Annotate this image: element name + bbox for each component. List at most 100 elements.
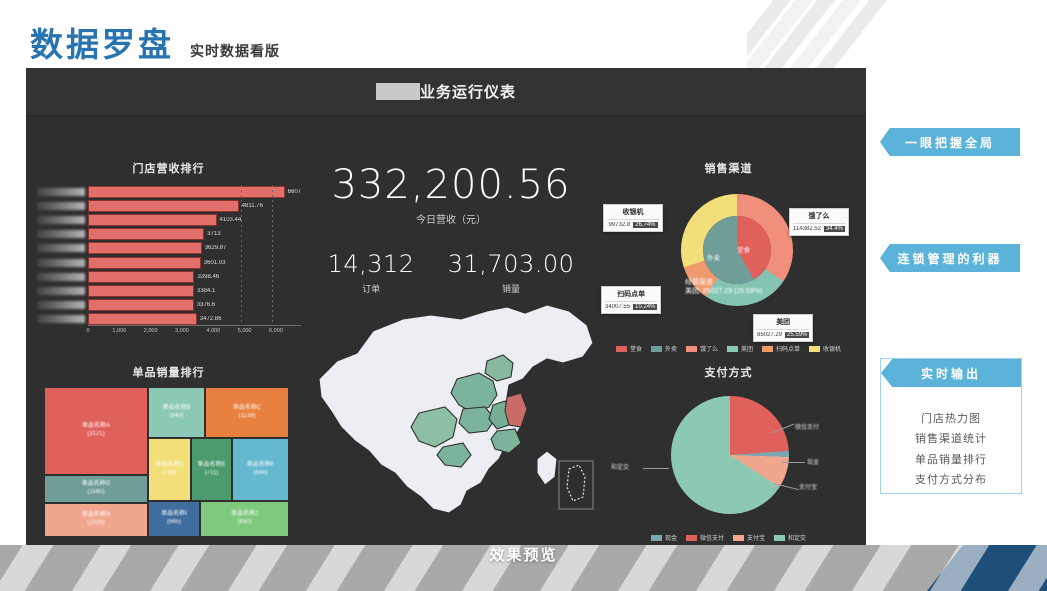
bar-fill[interactable] xyxy=(88,228,205,241)
legend-item[interactable]: 微信支付 xyxy=(685,533,724,542)
bar-chart-title: 门店营收排行 xyxy=(132,163,205,175)
page-header: 数据罗盘 实时数据看版 xyxy=(30,18,280,66)
bar-row[interactable]: 3376.6 xyxy=(37,299,301,312)
tooltip-value: 114382.52 xyxy=(793,226,821,232)
tooltip-value: 85027.29 xyxy=(757,332,783,338)
footer-caption: 效果预览 xyxy=(489,547,558,564)
page-subtitle: 实时数据看版 xyxy=(190,43,280,59)
treemap-tile[interactable]: 单品名称D (785) xyxy=(148,438,191,501)
treemap-tile[interactable]: 单品名称H (1029) xyxy=(44,503,148,537)
treemap-tile-value: (1139) xyxy=(238,412,256,419)
bar-fill[interactable] xyxy=(88,284,194,297)
bar-row[interactable]: 3629.87 xyxy=(37,242,301,255)
legend-item[interactable]: 扫码点单 xyxy=(762,344,800,353)
bar-axis-tick: 2,000 xyxy=(143,328,158,334)
bar-x-axis: 0 1,000 2,000 3,000 4,000 5,000 6,000 xyxy=(86,325,301,340)
donut-tooltip-shouyinji[interactable]: 收银机 99732.8 26.74% xyxy=(603,204,663,232)
treemap-tile[interactable]: 单品名称C (1139) xyxy=(205,387,289,438)
output-list-item[interactable]: 门店热力图 xyxy=(921,413,981,425)
legend-item[interactable]: 支付宝 xyxy=(733,533,765,542)
treemap-tile[interactable]: 单品名称B (943) xyxy=(148,387,205,438)
bar-fill[interactable] xyxy=(88,256,201,269)
dashboard-title: 业务运行仪表 xyxy=(419,84,516,101)
donut-annotation-line1: 经营渠道 xyxy=(685,279,713,286)
bar-fill[interactable] xyxy=(88,242,202,255)
legend-item[interactable]: 堂食 xyxy=(615,344,642,353)
pie-legend: 现金 微信支付 支付宝 和定交 xyxy=(601,533,856,542)
bar-value-label: 4103.44 xyxy=(219,216,242,223)
pie-plot-area: 微信支付 现金 支付宝 和定交 xyxy=(601,386,856,531)
treemap-tile-value: (1160) xyxy=(87,489,105,495)
bar-axis-tick: 0 xyxy=(86,328,90,334)
treemap-tile-label: 单品名称G xyxy=(81,481,111,488)
legend-label: 和定交 xyxy=(788,536,807,542)
treemap-tile[interactable]: 单品名称F (684) xyxy=(232,438,289,501)
bar-row[interactable]: 3384.1 xyxy=(37,284,301,297)
legend-label: 现金 xyxy=(664,536,677,542)
legend-label: 支付宝 xyxy=(747,536,766,542)
kpi-sales: 31,703.00 销量 xyxy=(448,250,575,295)
treemap-tile-label: 单品名称C xyxy=(232,404,262,411)
callout-overview: 一眼把握全局 xyxy=(880,128,1020,156)
donut-tooltip-eleme[interactable]: 饿了么 114382.52 34.4% xyxy=(789,208,849,236)
bar-fill[interactable] xyxy=(88,313,197,326)
bar-fill[interactable] xyxy=(88,299,194,312)
pie-label-other: 和定交 xyxy=(611,465,630,471)
legend-label: 外卖 xyxy=(664,347,677,353)
bar-gridline xyxy=(240,185,242,326)
treemap-tile-value: (665) xyxy=(166,519,181,525)
legend-label: 微信支付 xyxy=(699,536,724,542)
kpi-revenue-value: 332,200.56 xyxy=(331,162,571,208)
treemap-tile[interactable]: 单品名称G (1160) xyxy=(44,475,148,503)
bar-fill[interactable] xyxy=(88,199,239,212)
output-list-item[interactable]: 销售渠道统计 xyxy=(915,433,987,446)
donut-tooltip-saoma[interactable]: 扫码点单 34007.55 10.24% xyxy=(601,286,662,314)
bar-axis-tick: 4,000 xyxy=(206,328,221,334)
bar-row[interactable]: 4811.76 xyxy=(37,199,301,212)
bar-category-label-redacted xyxy=(37,286,85,295)
legend-item[interactable]: 和定交 xyxy=(774,533,806,542)
bar-row[interactable]: 3601.03 xyxy=(37,256,301,269)
legend-item[interactable]: 现金 xyxy=(650,533,677,542)
treemap-grid: 单品名称A (3121) 单品名称B (943) 单品名称C (1139) 单品名称D (78… xyxy=(44,387,289,537)
pie-chart-title: 支付方式 xyxy=(704,367,753,379)
legend-swatch xyxy=(615,345,627,352)
treemap-tile[interactable]: 单品名称E (711) xyxy=(191,438,232,501)
bar-value-label: 3384.1 xyxy=(197,287,216,294)
treemap-tile[interactable]: 单品名称J (650) xyxy=(200,501,289,537)
bar-gridline xyxy=(271,185,273,326)
legend-item[interactable]: 外卖 xyxy=(650,344,677,353)
treemap-tile-label: 单品名称A xyxy=(81,423,110,430)
sales-channel-donut-chart: 销售渠道 堂食 外卖 收银机 99732.8 26.74% 饿了么 114382… xyxy=(601,160,856,360)
kpi-orders-value: 14,312 xyxy=(327,250,415,279)
output-list-item[interactable]: 单品销量排行 xyxy=(915,453,987,466)
bar-row[interactable]: 3472.86 xyxy=(37,313,301,326)
bar-value-label: 3601.03 xyxy=(203,259,226,266)
store-revenue-bar-chart: 门店营收排行 6607 4811.76 4103.44 3713 3629.87 3601… xyxy=(36,160,301,350)
legend-item[interactable]: 美团 xyxy=(727,344,753,353)
treemap-tile[interactable]: 单品名称I (665) xyxy=(148,501,200,537)
bar-row[interactable]: 4103.44 xyxy=(37,213,301,226)
bar-row[interactable]: 3713 xyxy=(37,228,301,241)
bar-fill[interactable] xyxy=(88,270,195,283)
bar-fill[interactable] xyxy=(88,185,285,198)
bar-row[interactable]: 6607 xyxy=(37,185,301,198)
legend-label: 饿了么 xyxy=(699,347,718,353)
bar-fill[interactable] xyxy=(88,213,217,226)
bar-category-label-redacted xyxy=(37,301,85,310)
legend-item[interactable]: 饿了么 xyxy=(685,344,718,353)
output-list-item[interactable]: 支付方式分布 xyxy=(915,474,987,487)
treemap-tile-value: (943) xyxy=(169,412,184,419)
kpi-orders: 14,312 订单 xyxy=(328,250,415,295)
legend-item[interactable]: 收银机 xyxy=(809,344,841,353)
store-heatmap-china xyxy=(311,301,601,541)
donut-tooltip-meituan[interactable]: 美团 85027.29 25.59% xyxy=(753,314,814,342)
pie-label-cash: 现金 xyxy=(807,460,820,466)
legend-swatch xyxy=(762,345,774,352)
bar-row[interactable]: 3398.46 xyxy=(37,270,301,283)
treemap-title: 单品销量排行 xyxy=(132,367,205,379)
dashboard-titlebar: 业务运行仪表 xyxy=(26,68,866,116)
treemap-tile[interactable]: 单品名称A (3121) xyxy=(44,387,148,475)
bar-value-label: 3713 xyxy=(207,231,221,238)
item-sales-treemap: 单品销量排行 单品名称A (3121) 单品名称B (943) 单品名称C (1139) 单… xyxy=(36,364,301,539)
